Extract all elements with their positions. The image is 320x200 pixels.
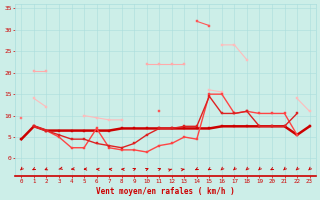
X-axis label: Vent moyen/en rafales ( km/h ): Vent moyen/en rafales ( km/h ) xyxy=(96,187,235,196)
